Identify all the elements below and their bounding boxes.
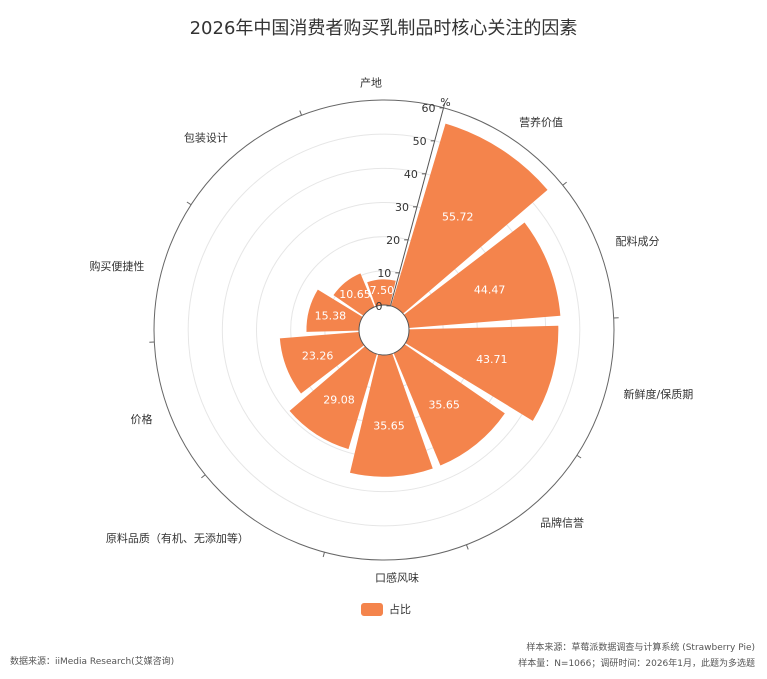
radial-tick-label: 0 [375, 300, 382, 313]
outer-tick [299, 110, 303, 116]
bar-7 [306, 289, 363, 332]
bar-3 [393, 344, 505, 466]
bar-8 [333, 273, 375, 316]
bar-4 [349, 353, 433, 477]
value-label-4: 35.65 [373, 420, 405, 433]
value-label-5: 29.08 [323, 393, 355, 406]
radial-tick-label: 20 [386, 234, 400, 247]
category-label-9: 产地 [360, 75, 382, 89]
value-label-9: 7.50 [370, 284, 395, 297]
bar-5 [289, 346, 377, 450]
value-label-6: 23.26 [302, 349, 334, 362]
radial-tick-label: 30 [395, 201, 409, 214]
category-label-4: 口感风味 [375, 572, 419, 585]
value-label-3: 35.65 [428, 398, 460, 411]
outer-tick [443, 102, 446, 108]
bar-1 [403, 222, 561, 328]
legend[interactable]: 占比 [361, 601, 411, 617]
value-label-7: 15.38 [315, 310, 347, 323]
radial-unit-label: % [440, 96, 450, 109]
outer-tick [465, 544, 469, 550]
outer-tick [186, 201, 192, 206]
radial-tick-label: 10 [377, 267, 391, 280]
bar-6 [279, 332, 365, 394]
category-label-6: 价格 [130, 412, 152, 426]
outer-tick [562, 181, 567, 186]
legend-swatch [361, 602, 383, 616]
data-source-note: 数据来源：iiMedia Research(艾媒咨询) [10, 657, 175, 667]
category-label-3: 品牌信誉 [540, 516, 584, 530]
value-label-0: 55.72 [442, 210, 474, 223]
value-label-1: 44.47 [474, 283, 506, 296]
category-label-1: 配料成分 [616, 234, 660, 248]
grid-ring [187, 133, 581, 527]
category-label-0: 营养价值 [519, 115, 563, 129]
sample-info-note: 样本量：N=1066；调研时间：2026年1月，此题为多选题 [518, 659, 755, 669]
radial-tick-label: 50 [413, 135, 427, 148]
bar-2 [405, 325, 559, 421]
category-label-5: 原料品质（有机、无添加等） [106, 531, 249, 545]
radial-tick-label: 60 [422, 102, 436, 115]
outer-tick [576, 454, 582, 459]
bar-0 [391, 123, 548, 314]
legend-label: 占比 [389, 603, 411, 616]
category-label-7: 购买便捷性 [89, 259, 144, 273]
value-label-2: 43.71 [476, 353, 508, 366]
inner-circle [358, 304, 410, 356]
value-label-8: 10.65 [339, 288, 371, 301]
outer-tick [322, 552, 325, 558]
sample-source-note: 样本来源：草莓派数据调查与计算系统 (Strawberry Pie) [526, 643, 755, 653]
radial-tick-label: 40 [404, 168, 418, 181]
chart-title: 2026年中国消费者购买乳制品时核心关注的因素 [189, 18, 578, 39]
outer-tick [201, 474, 206, 479]
category-label-2: 新鲜度/保质期 [624, 387, 694, 401]
bar-9 [367, 279, 396, 307]
grid-ring [153, 99, 615, 561]
category-label-8: 包装设计 [184, 131, 228, 144]
